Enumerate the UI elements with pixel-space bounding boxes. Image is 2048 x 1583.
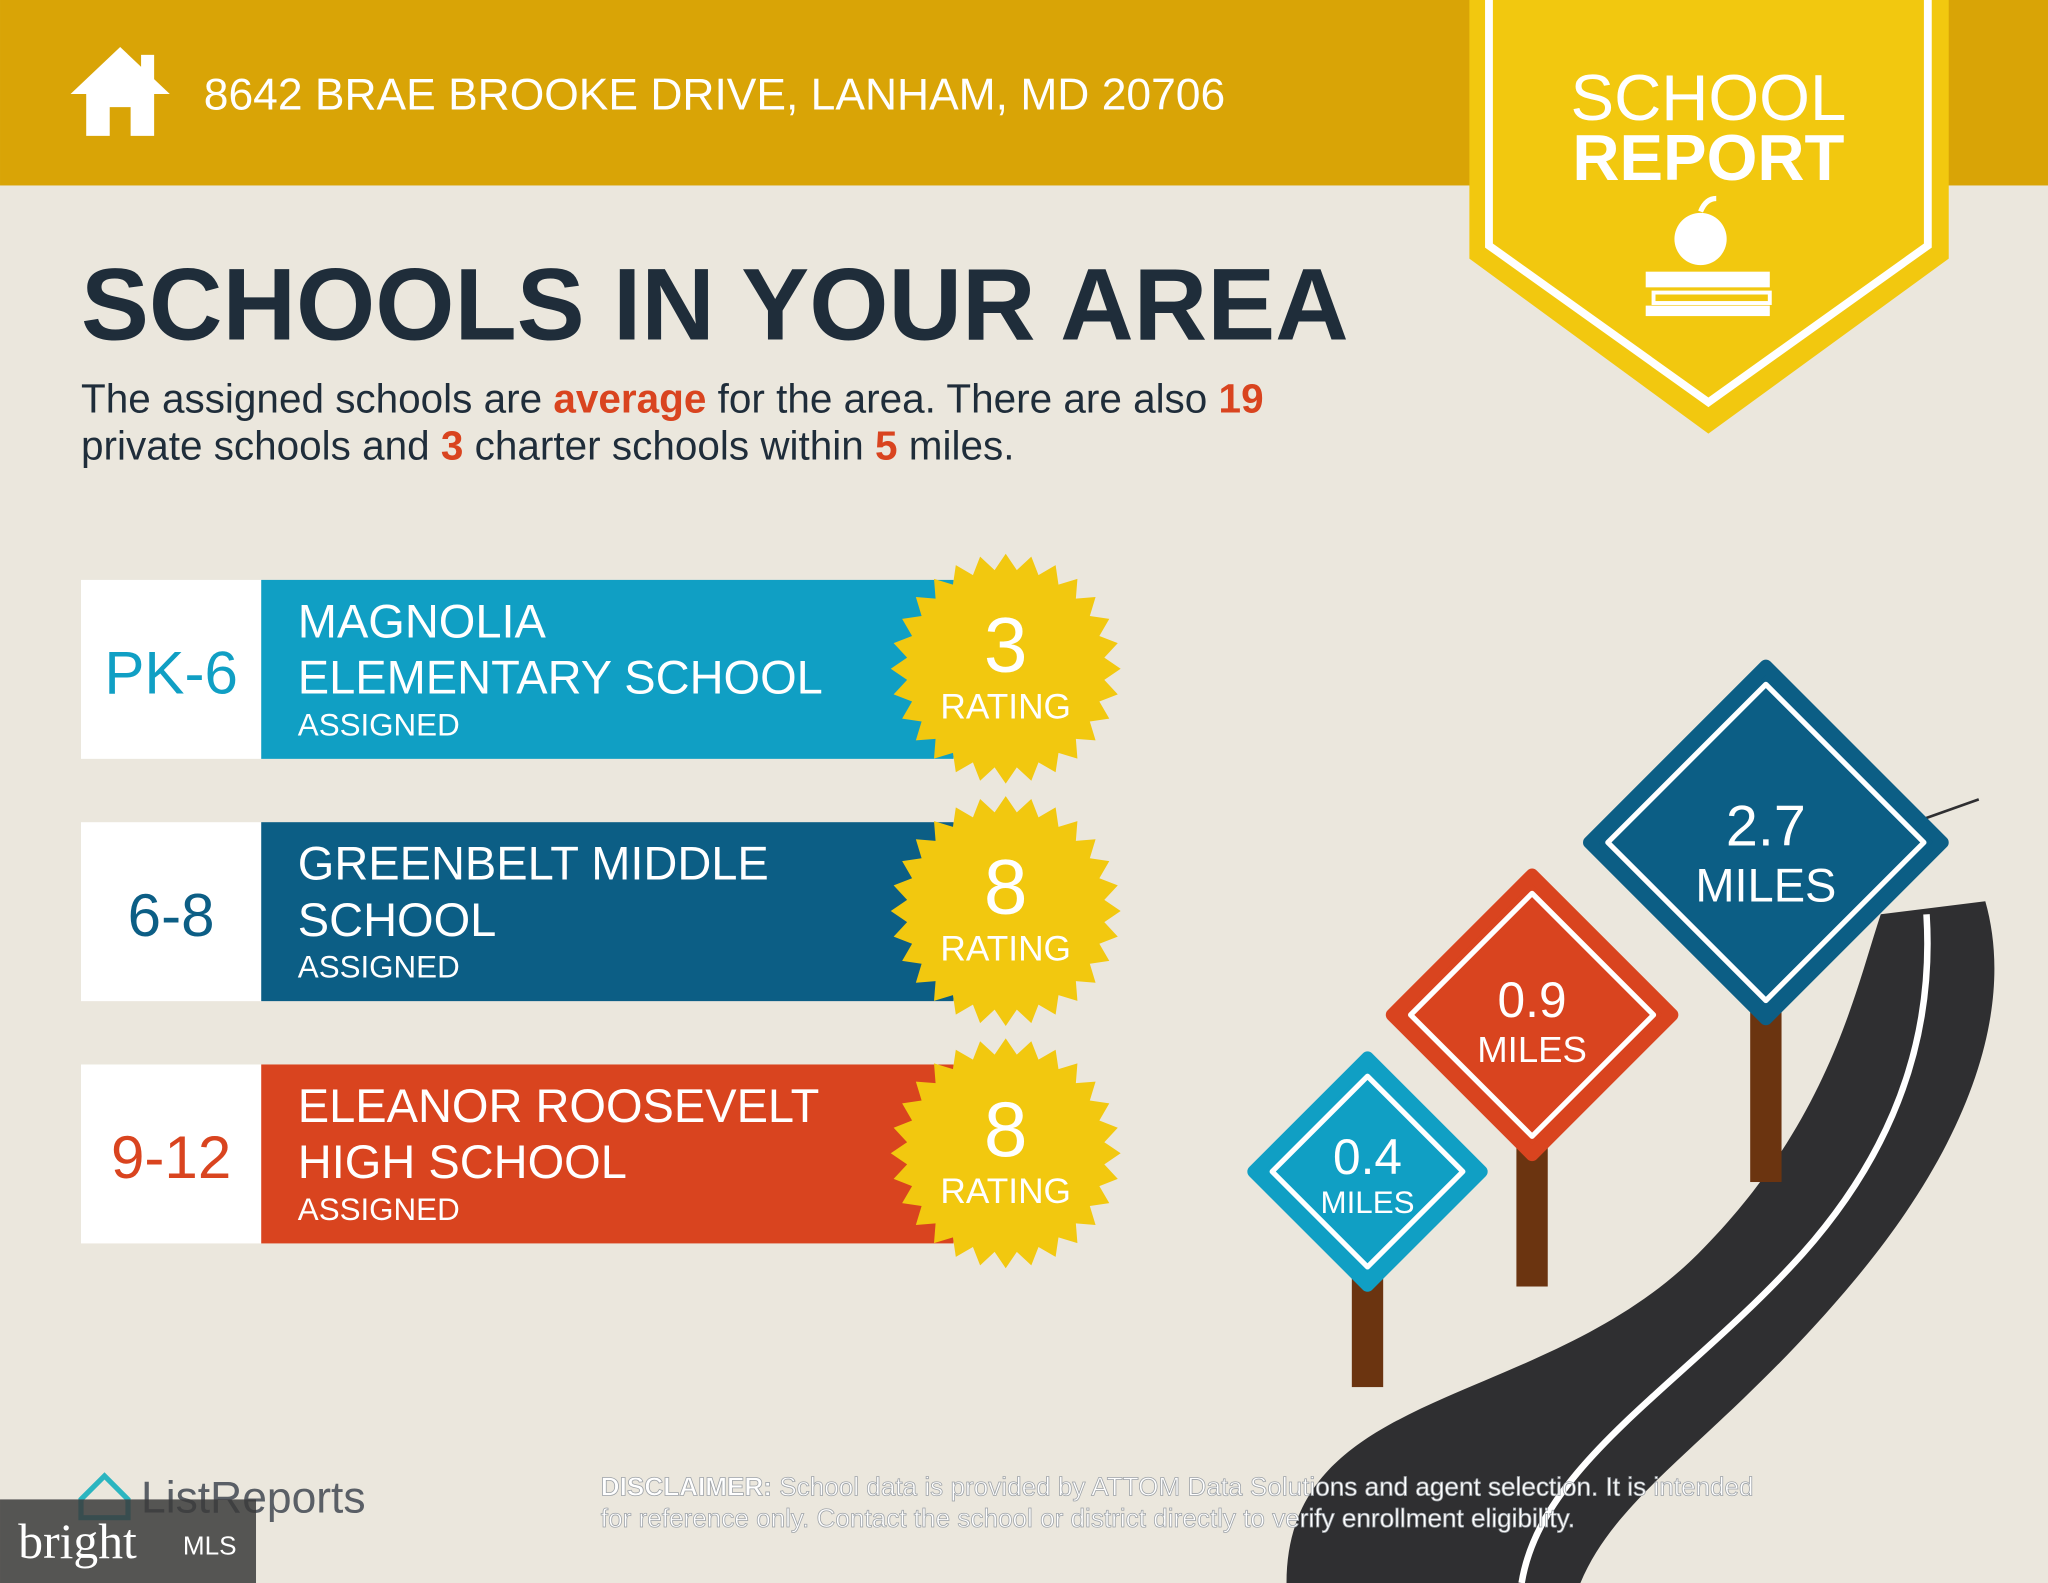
sign-board xyxy=(1583,659,1949,1026)
school-status: ASSIGNED xyxy=(298,707,460,742)
summary-quality: average xyxy=(553,376,706,422)
distance-unit: MILES xyxy=(1320,1185,1414,1220)
distance-value: 2.7 xyxy=(1726,795,1806,859)
road xyxy=(1286,798,1995,1583)
school-bar xyxy=(261,579,954,759)
address: 8642 BRAE BROOKE DRIVE, LANHAM, MD 20706 xyxy=(204,71,1225,120)
sign-board xyxy=(1247,1051,1488,1292)
distance-value: 0.9 xyxy=(1498,972,1567,1028)
sign-post xyxy=(1516,1141,1548,1287)
grades: PK-6 xyxy=(104,640,238,707)
sign-post xyxy=(1750,1005,1782,1183)
mls-watermark: bright MLS xyxy=(0,1499,257,1583)
summary-text: miles. xyxy=(898,423,1015,469)
sign-board xyxy=(1385,868,1679,1162)
sign-border xyxy=(1407,890,1657,1139)
grade-box xyxy=(80,1064,262,1244)
summary-number: 19 xyxy=(1219,376,1264,422)
rating-burst xyxy=(890,796,1121,1026)
rating: 8 xyxy=(984,1085,1028,1173)
disclaimer-line1: DISCLAIMER: School data is provided by A… xyxy=(601,1471,1754,1501)
distance-unit: MILES xyxy=(1695,859,1836,912)
rating-burst xyxy=(890,1038,1121,1269)
rating-burst xyxy=(890,553,1121,784)
grades: 9-12 xyxy=(111,1124,231,1191)
distance-unit: MILES xyxy=(1477,1029,1587,1070)
badge: SCHOOL REPORT xyxy=(1469,0,1949,434)
title: SCHOOLS IN YOUR AREA xyxy=(81,248,1349,362)
school-name: MAGNOLIA xyxy=(298,594,547,647)
rating-label: RATING xyxy=(940,687,1071,726)
rating: 8 xyxy=(984,843,1028,931)
school-name: ELEMENTARY SCHOOL xyxy=(298,651,823,704)
disclaimer-label: DISCLAIMER: xyxy=(601,1471,772,1501)
badge-line2: REPORT xyxy=(1572,121,1844,194)
disclaimer-text: School data is provided by ATTOM Data So… xyxy=(772,1471,1754,1501)
school-status: ASSIGNED xyxy=(298,950,460,985)
school-name: GREENBELT MIDDLE xyxy=(298,837,769,890)
school-bar xyxy=(261,1064,954,1244)
summary-number: 3 xyxy=(441,423,464,469)
grade-box xyxy=(80,822,262,1002)
grade-box xyxy=(80,579,262,759)
summary-line1: The assigned schools are average for the… xyxy=(81,376,1264,422)
mls-brand: bright xyxy=(18,1514,137,1569)
summary-number: 5 xyxy=(875,423,898,469)
school-name: HIGH SCHOOL xyxy=(298,1135,627,1188)
grades: 6-8 xyxy=(128,882,215,949)
summary-text: The assigned schools are xyxy=(81,376,553,422)
school-name: SCHOOL xyxy=(298,893,497,946)
sign-border xyxy=(1269,1073,1466,1270)
summary-line2: private schools and 3 charter schools wi… xyxy=(81,423,1015,469)
rating: 3 xyxy=(984,600,1028,688)
summary-text: charter schools within xyxy=(463,423,875,469)
school-status: ASSIGNED xyxy=(298,1192,460,1227)
rating-label: RATING xyxy=(940,1172,1071,1211)
summary-text: private schools and xyxy=(81,423,441,469)
sign-border xyxy=(1605,681,1927,1004)
distance-value: 0.4 xyxy=(1333,1129,1402,1185)
disclaimer-line2: for reference only. Contact the school o… xyxy=(601,1503,1575,1533)
badge-line1: SCHOOL xyxy=(1571,61,1847,134)
mls-suffix: MLS xyxy=(183,1530,237,1560)
school-bar xyxy=(261,822,954,1002)
rating-label: RATING xyxy=(940,930,1071,969)
home-icon xyxy=(70,47,170,136)
school-name: ELEANOR ROOSEVELT xyxy=(298,1079,820,1132)
summary-text: for the area. There are also xyxy=(706,376,1218,422)
